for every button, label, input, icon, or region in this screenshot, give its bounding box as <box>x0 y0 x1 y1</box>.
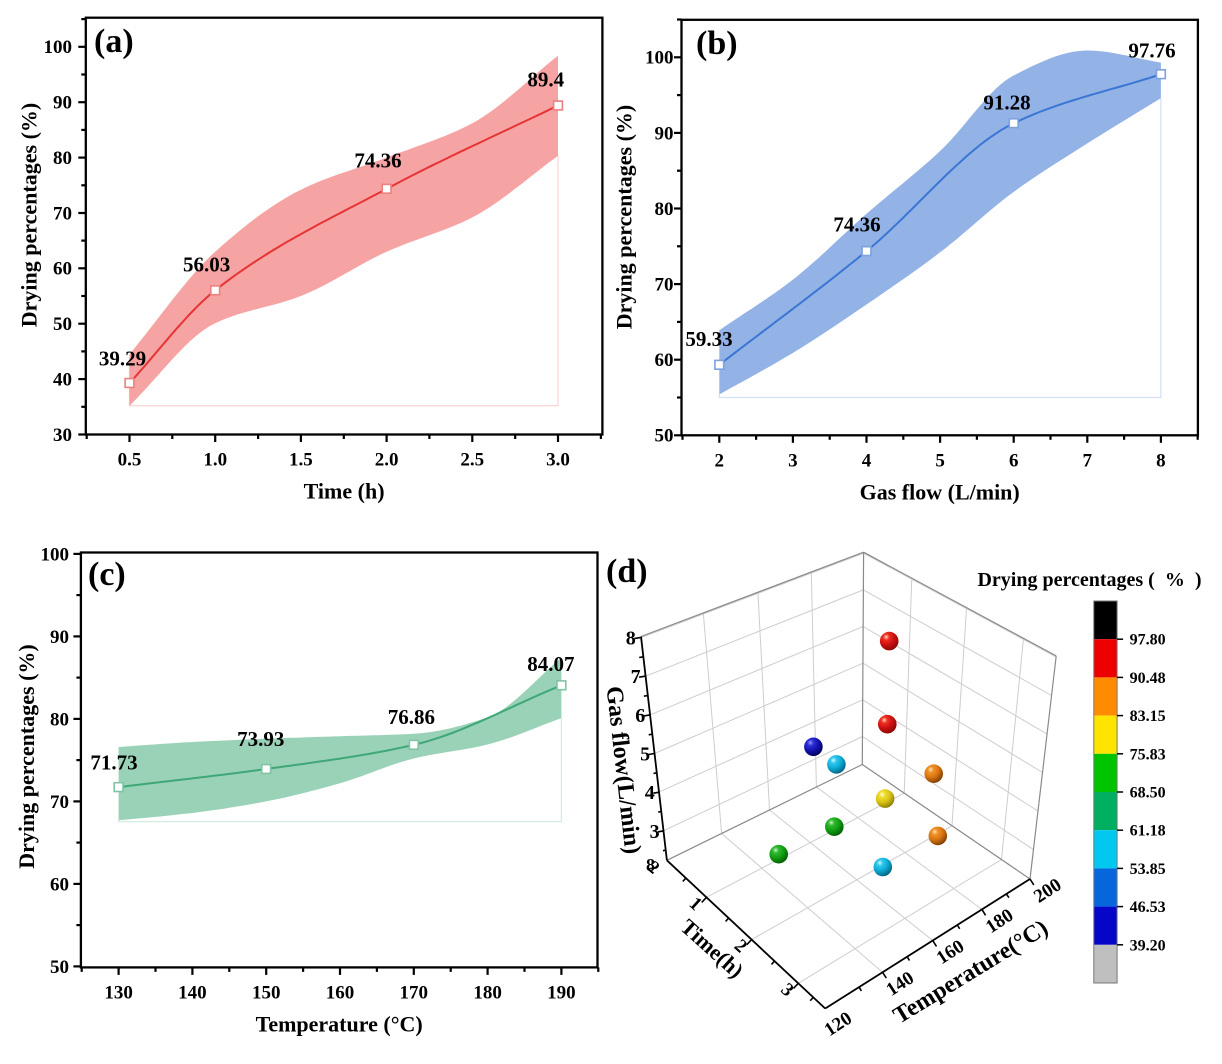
svg-text:180: 180 <box>473 982 502 1003</box>
svg-text:190: 190 <box>547 982 576 1003</box>
svg-text:1.5: 1.5 <box>289 450 313 471</box>
svg-text:50: 50 <box>655 426 674 447</box>
svg-text:74.36: 74.36 <box>833 213 880 237</box>
svg-text:Temperature (°C): Temperature (°C) <box>256 1011 423 1036</box>
svg-text:170: 170 <box>400 982 429 1003</box>
svg-text:56.03: 56.03 <box>183 253 230 277</box>
svg-text:84.07: 84.07 <box>527 652 574 676</box>
svg-text:4: 4 <box>862 450 872 471</box>
svg-text:60: 60 <box>50 874 69 895</box>
svg-text:97.76: 97.76 <box>1128 38 1175 62</box>
svg-text:160: 160 <box>326 982 355 1003</box>
svg-text:70: 70 <box>53 203 72 224</box>
svg-text:76.86: 76.86 <box>388 705 435 729</box>
svg-text:Time (h): Time (h) <box>304 479 385 504</box>
svg-text:74.36: 74.36 <box>354 149 401 173</box>
svg-text:60: 60 <box>655 350 674 371</box>
svg-text:6: 6 <box>635 705 645 727</box>
svg-text:83.15: 83.15 <box>1130 708 1166 725</box>
svg-text:5: 5 <box>935 450 945 471</box>
svg-text:(c): (c) <box>88 556 126 593</box>
svg-text:90: 90 <box>655 123 674 144</box>
svg-text:7: 7 <box>1083 450 1093 471</box>
svg-text:97.80: 97.80 <box>1130 632 1166 649</box>
svg-text:90: 90 <box>53 93 72 114</box>
svg-text:130: 130 <box>104 982 133 1003</box>
svg-text:50: 50 <box>50 957 69 978</box>
svg-text:70: 70 <box>655 275 674 296</box>
svg-text:140: 140 <box>178 982 207 1003</box>
svg-text:150: 150 <box>252 982 281 1003</box>
svg-text:60: 60 <box>53 259 72 280</box>
svg-text:8: 8 <box>626 628 636 650</box>
svg-text:3.0: 3.0 <box>546 450 570 471</box>
svg-text:80: 80 <box>655 199 674 220</box>
svg-text:46.53: 46.53 <box>1130 899 1166 916</box>
svg-text:(b): (b) <box>696 25 738 62</box>
svg-text:30: 30 <box>53 425 72 446</box>
svg-text:8: 8 <box>646 855 655 875</box>
svg-text:100: 100 <box>645 48 674 69</box>
svg-text:(a): (a) <box>94 23 134 60</box>
svg-text:59.33: 59.33 <box>685 327 732 351</box>
svg-text:61.18: 61.18 <box>1130 823 1166 840</box>
svg-text:Drying percentages (%): Drying percentages (%) <box>612 105 637 329</box>
svg-text:39.20: 39.20 <box>1130 937 1166 954</box>
svg-text:Gas flow (L/min): Gas flow (L/min) <box>860 479 1020 504</box>
svg-text:73.93: 73.93 <box>237 727 284 751</box>
svg-text:2: 2 <box>715 450 725 471</box>
svg-text:3: 3 <box>788 450 798 471</box>
svg-text:80: 80 <box>53 148 72 169</box>
svg-text:91.28: 91.28 <box>983 90 1030 114</box>
svg-text:Drying percentages (%): Drying percentages (%) <box>17 103 42 327</box>
svg-text:(d): (d) <box>606 553 648 590</box>
svg-text:2.0: 2.0 <box>375 450 399 471</box>
svg-text:3: 3 <box>650 821 660 843</box>
svg-text:5: 5 <box>640 744 650 766</box>
svg-text:71.73: 71.73 <box>90 750 137 774</box>
svg-text:90: 90 <box>50 627 69 648</box>
svg-text:90.48: 90.48 <box>1130 670 1166 687</box>
svg-text:40: 40 <box>53 370 72 391</box>
svg-text:1.0: 1.0 <box>203 450 227 471</box>
svg-text:80: 80 <box>50 709 69 730</box>
svg-text:68.50: 68.50 <box>1130 785 1166 802</box>
svg-text:4: 4 <box>645 782 655 804</box>
svg-text:75.83: 75.83 <box>1130 746 1166 763</box>
svg-text:50: 50 <box>53 314 72 335</box>
svg-text:0.5: 0.5 <box>118 450 142 471</box>
svg-text:70: 70 <box>50 792 69 813</box>
svg-text:100: 100 <box>41 544 70 565</box>
svg-text:2.5: 2.5 <box>460 450 484 471</box>
svg-text:39.29: 39.29 <box>99 347 146 371</box>
svg-text:Drying percentages (%): Drying percentages (%) <box>14 644 39 868</box>
svg-text:7: 7 <box>631 666 641 688</box>
svg-text:53.85: 53.85 <box>1130 861 1166 878</box>
svg-text:89.4: 89.4 <box>527 68 564 92</box>
svg-text:100: 100 <box>44 37 73 58</box>
svg-text:8: 8 <box>1156 450 1166 471</box>
svg-text:Drying percentages ( % ): Drying percentages ( % ) <box>977 569 1201 591</box>
svg-text:6: 6 <box>1009 450 1019 471</box>
